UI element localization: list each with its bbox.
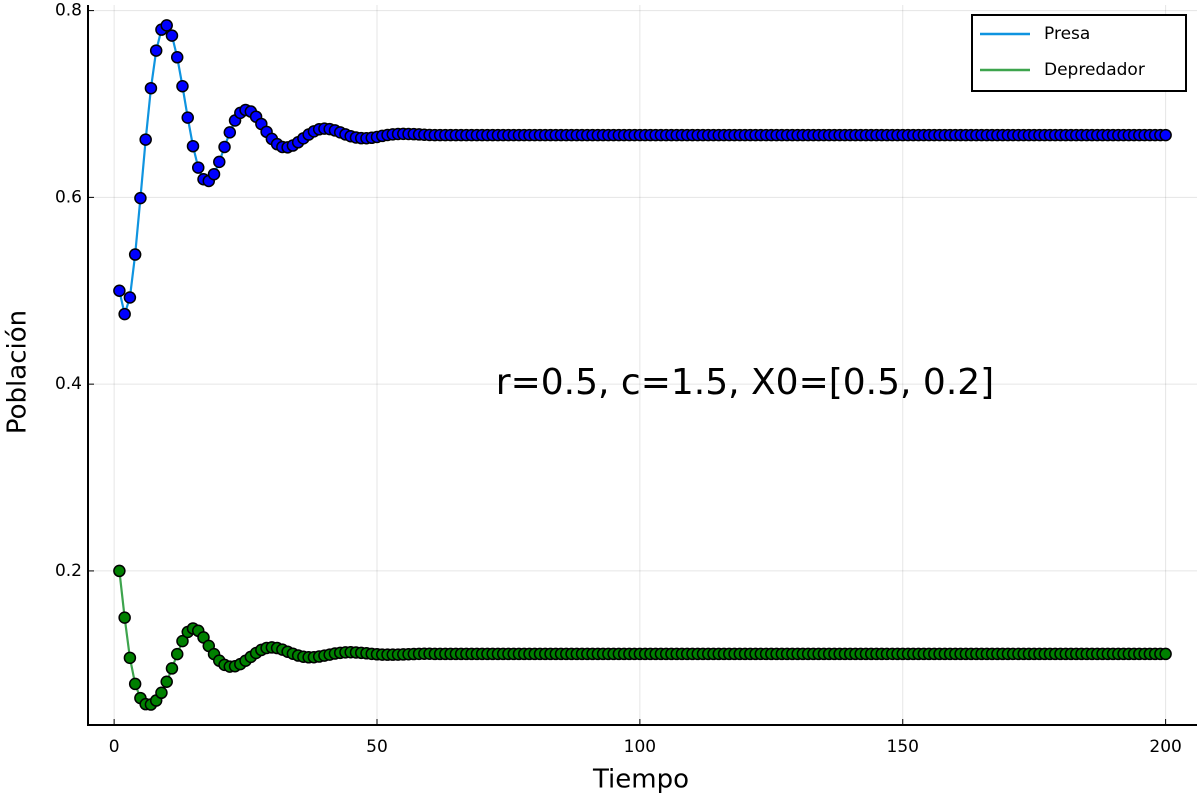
- data-point: [113, 284, 126, 298]
- y-tick-label: 0.4: [55, 374, 82, 394]
- data-point: [218, 140, 231, 154]
- data-point: [160, 19, 173, 32]
- data-point: [1159, 647, 1172, 661]
- data-point: [207, 167, 221, 181]
- data-point: [123, 651, 137, 665]
- x-axis-label: Tiempo: [592, 765, 689, 795]
- data-point: [155, 686, 168, 700]
- series-line: [118, 570, 1166, 706]
- data-point: [165, 662, 179, 675]
- data-point: [186, 139, 200, 153]
- data-point: [113, 564, 126, 578]
- y-tick-label: 0.2: [55, 561, 82, 581]
- y-tick-label: 0.6: [55, 187, 82, 207]
- y-tick-label: 0.8: [55, 1, 82, 21]
- data-point: [213, 155, 226, 169]
- data-point: [134, 191, 147, 205]
- data-point: [170, 647, 184, 661]
- data-point: [128, 677, 142, 691]
- data-point: [118, 611, 131, 624]
- data-point: [191, 161, 205, 174]
- data-point: [176, 634, 189, 648]
- data-point: [123, 291, 137, 304]
- x-tick-label: 0: [109, 737, 120, 757]
- data-point: [144, 81, 158, 95]
- data-point: [170, 51, 184, 64]
- legend-box: [971, 14, 1187, 92]
- x-tick-label: 100: [624, 737, 656, 757]
- data-point: [176, 79, 189, 93]
- legend-label: Depredador: [1044, 60, 1145, 80]
- x-tick-label: 150: [887, 737, 919, 757]
- data-point: [128, 248, 142, 261]
- legend-label: Presa: [1044, 24, 1090, 44]
- legend: Presa Depredador: [971, 14, 1187, 92]
- x-tick-label: 50: [366, 737, 388, 757]
- data-point: [181, 111, 194, 124]
- data-point: [1159, 128, 1172, 142]
- data-point: [139, 133, 152, 146]
- y-axis-label: Población: [3, 310, 33, 434]
- x-tick-label: 200: [1149, 737, 1181, 757]
- data-point: [149, 44, 163, 57]
- annotation: r=0.5, c=1.5, X0=[0.5, 0.2]: [496, 362, 994, 403]
- data-point: [160, 675, 173, 689]
- data-point: [223, 126, 237, 139]
- data-point: [118, 307, 131, 321]
- data-point: [165, 29, 179, 42]
